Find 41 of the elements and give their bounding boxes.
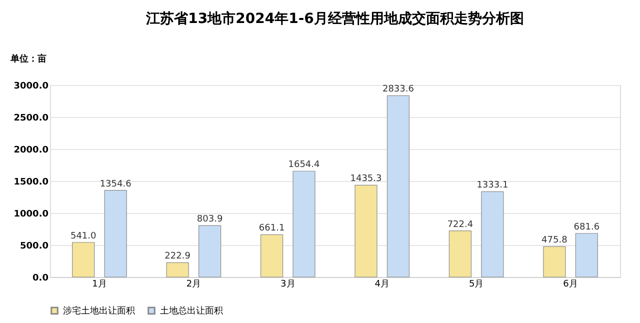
bar — [354, 184, 378, 278]
data-label: 1333.1 — [476, 180, 508, 191]
data-label: 722.4 — [447, 220, 474, 230]
bar — [166, 262, 189, 278]
data-label: 681.6 — [574, 222, 600, 232]
y-tick-label: 0.0 — [32, 274, 48, 284]
y-axis-title: 单位：亩 — [10, 54, 46, 64]
bar — [198, 225, 222, 278]
bar — [292, 170, 316, 278]
bar — [448, 230, 472, 278]
data-label: 222.9 — [164, 252, 191, 262]
bar — [543, 246, 566, 278]
data-label: 1435.3 — [350, 174, 382, 184]
y-tick-label: 3000.0 — [14, 82, 48, 92]
x-tick-label: 2月 — [186, 280, 202, 290]
y-tick-label: 2500.0 — [14, 114, 48, 124]
y-tick-label: 2000.0 — [14, 146, 48, 156]
bar — [72, 242, 95, 278]
legend-label: 涉宅土地出让面积 — [63, 306, 135, 317]
data-label: 2833.6 — [382, 84, 414, 95]
data-label: 1354.6 — [100, 179, 132, 190]
bar — [481, 191, 504, 278]
bar — [104, 190, 127, 278]
data-label: 1654.4 — [288, 160, 320, 170]
bar — [260, 234, 284, 278]
bar — [386, 95, 410, 278]
bar — [575, 233, 598, 278]
legend-label: 土地总出让面积 — [160, 306, 223, 317]
x-tick-label: 4月 — [374, 280, 390, 290]
y-tick-label: 500.0 — [20, 242, 48, 252]
x-tick-label: 3月 — [280, 280, 296, 290]
x-tick-label: 1月 — [92, 280, 107, 290]
data-label: 541.0 — [70, 231, 97, 242]
y-tick-label: 1000.0 — [14, 210, 48, 220]
data-label: 661.1 — [258, 224, 285, 234]
x-tick-label: 5月 — [468, 280, 484, 290]
data-label: 475.8 — [542, 236, 568, 246]
data-label: 803.9 — [196, 214, 223, 225]
x-tick-label: 6月 — [563, 280, 578, 290]
y-tick-label: 1500.0 — [14, 178, 48, 188]
chart-title: 江苏省13地市2024年1-6月经营性用地成交面积走势分析图 — [145, 10, 524, 27]
